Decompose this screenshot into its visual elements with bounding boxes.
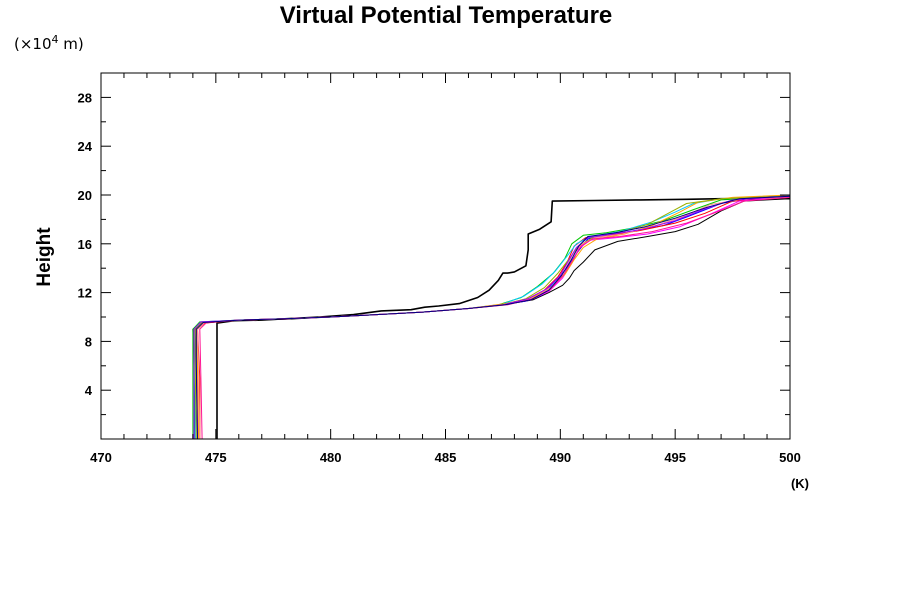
y-tick-label: 28 [78,90,92,105]
y-tick-label: 16 [78,237,92,252]
x-tick-label: 490 [549,450,571,465]
y-unit-label: (×104 m) [14,33,84,53]
x-tick-label: 495 [664,450,686,465]
series-line-3 [194,194,791,440]
series-group [192,194,791,440]
axes-group: 470 475 480 485 490 495 500 4 8 12 16 20 24 28 [78,73,801,465]
y-unit-suffix: m) [59,35,84,53]
plot-frame [100,72,791,440]
x-tick-label: 470 [90,450,112,465]
y-tick-label: 24 [78,139,93,154]
x-tick-label: 475 [205,450,227,465]
y-tick-label: 4 [85,383,93,398]
y-tick-label: 8 [85,334,92,349]
series-line-11 [193,195,791,439]
x-tick-label: 485 [435,450,457,465]
series-line-5 [192,195,791,439]
series-line-9 [194,195,791,440]
series-line-7 [193,195,791,439]
y-unit-exponent: 4 [52,33,59,46]
y-unit-prefix: (×10 [14,35,52,53]
series-line-8 [195,194,791,440]
chart-title: Virtual Potential Temperature [280,2,613,29]
y-tick-label: 20 [78,188,92,203]
y-tick-label: 12 [78,286,92,301]
y-axis-label: Height [34,227,55,287]
series-line-13 [195,195,791,440]
x-unit-label: (K) [791,476,809,491]
x-tick-label: 500 [779,450,801,465]
series-line-6 [195,195,791,439]
x-tick-label: 480 [320,450,342,465]
